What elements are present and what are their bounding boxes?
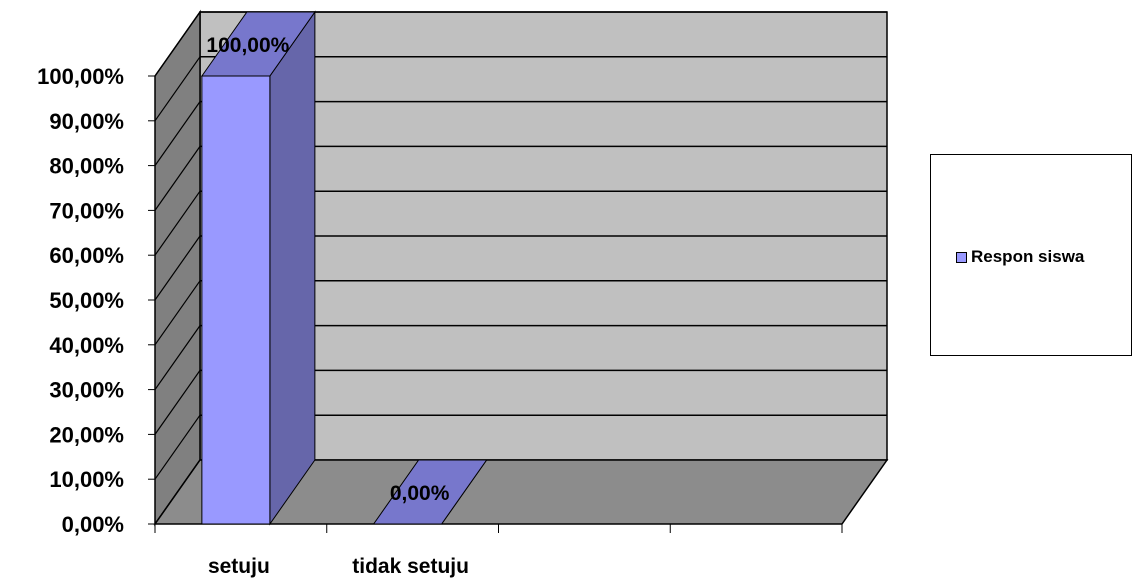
legend: Respon siswa [930,154,1132,356]
side-gridline [154,280,201,346]
axes [148,75,843,533]
side-gridline [154,414,201,480]
bar-side [269,10,316,526]
y-tick-label: 90,00% [49,109,124,134]
side-gridline [154,11,201,77]
side-gridline [154,56,201,122]
side-gridline [154,235,201,301]
legend-label: Respon siswa [971,247,1085,266]
y-tick-label: 70,00% [49,198,124,223]
side-gridline [154,325,201,390]
labels: 100,00% setuju 0,00% tidak setuju 0,00% 10,00… [37,34,469,578]
data-label: 100,00% [206,34,289,57]
y-tick-label: 0,00% [62,512,124,537]
bar [201,75,271,525]
y-tick-label: 60,00% [49,243,124,268]
legend-swatch [956,251,967,263]
y-tick-label: 10,00% [49,467,124,492]
y-tick-label: 50,00% [49,288,124,313]
side-gridline [154,146,201,211]
y-tick-label: 30,00% [49,378,124,403]
x-tick-label: tidak setuju [352,555,469,578]
y-tick-label: 20,00% [49,422,124,447]
x-tick-label: setuju [208,555,270,578]
y-tick-label: 80,00% [49,154,124,179]
y-tick-label: 40,00% [49,333,124,358]
legend-entry: Respon siswa [956,247,1084,267]
data-label: 0,00% [390,482,450,505]
side-gridline [154,370,201,435]
y-tick-label: 100,00% [37,64,124,89]
side-gridline [154,101,201,166]
side-gridline [154,190,201,256]
side-gridline [154,459,201,525]
